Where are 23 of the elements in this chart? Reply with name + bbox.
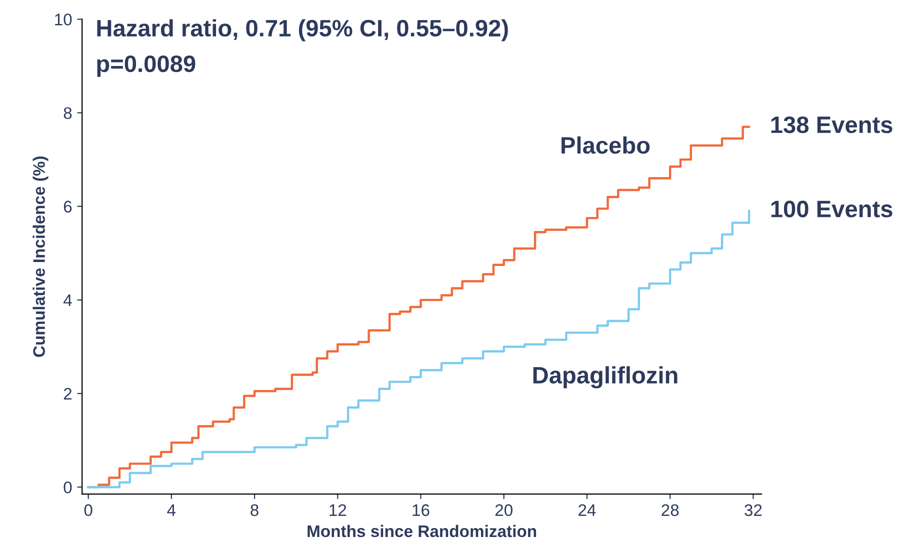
- x-tick-label: 24: [578, 504, 596, 516]
- series-label: Placebo: [562, 136, 650, 154]
- annotation: 100 Events: [771, 200, 892, 218]
- x-tick-label: 20: [495, 504, 512, 516]
- x-tick-label: 0: [84, 504, 92, 516]
- text: p=0.0089: [97, 55, 196, 77]
- x-tick-label: 4: [167, 504, 176, 516]
- annotation: 138 Events: [771, 116, 892, 134]
- y-tick-label: 0: [64, 481, 72, 494]
- y-tick-label: 6: [64, 200, 72, 213]
- x-tick-label: 28: [662, 504, 679, 516]
- x-tick-label: 8: [250, 504, 258, 516]
- x-axis-title: Months since Randomization: [308, 524, 536, 538]
- y-axis-title: Cumulative Incidence (%): [32, 156, 48, 357]
- chart-title: Hazard ratio, 0.71 (95% CI, 0.55–0.92): [97, 19, 508, 42]
- y-tick-label: 4: [63, 294, 72, 306]
- y-tick-label: 10: [55, 14, 72, 26]
- x-tick-label: 32: [744, 504, 762, 516]
- x-tick-label: 16: [412, 504, 430, 516]
- y-tick-label: 2: [64, 388, 72, 400]
- y-tick-label: 8: [64, 107, 72, 119]
- x-tick-label: 12: [330, 504, 346, 516]
- series-label: Dapagliflozin: [533, 366, 678, 388]
